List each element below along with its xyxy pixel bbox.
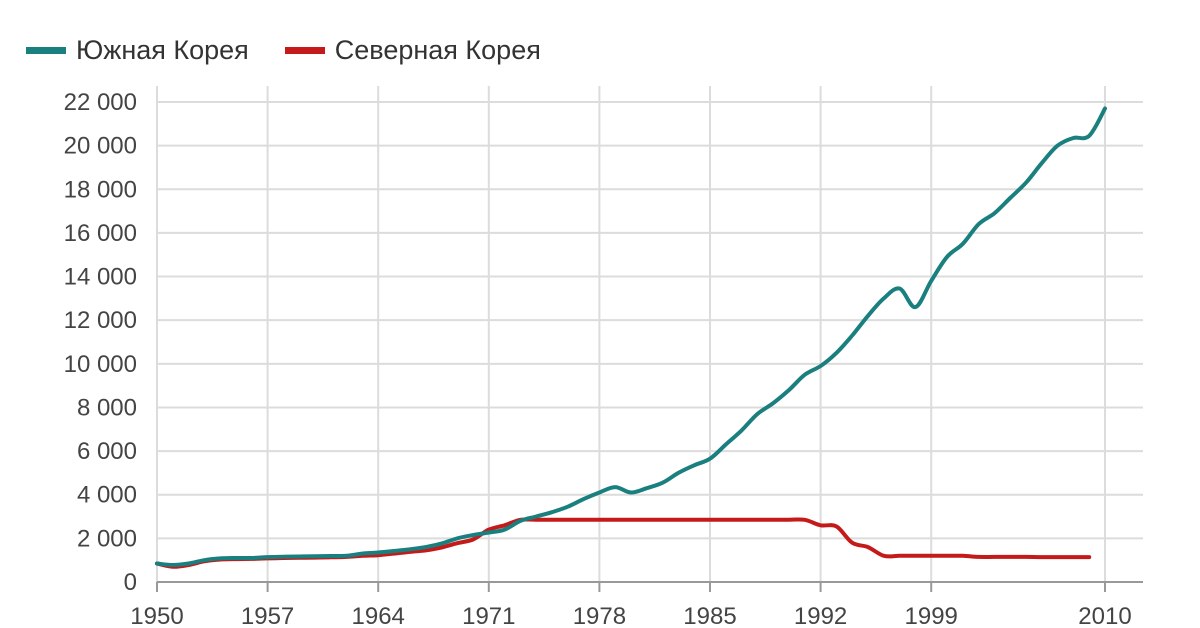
legend-swatch-south-korea bbox=[26, 46, 66, 54]
y-tick-label: 12 000 bbox=[64, 307, 137, 334]
x-tick-label: 1971 bbox=[462, 603, 515, 628]
x-tick-label: 1992 bbox=[794, 603, 847, 628]
y-tick-label: 4 000 bbox=[77, 482, 137, 509]
series-line-north-korea bbox=[155, 517, 1092, 569]
y-tick-label: 22 000 bbox=[64, 89, 137, 116]
legend-label-south-korea: Южная Корея bbox=[76, 34, 249, 65]
x-tick-label: 1999 bbox=[905, 603, 958, 628]
x-tick-label: 1978 bbox=[573, 603, 626, 628]
y-tick-label: 18 000 bbox=[64, 176, 137, 203]
legend-label-north-korea: Северная Корея bbox=[334, 34, 541, 65]
x-tick-label: 1964 bbox=[352, 603, 405, 628]
y-tick-label: 8 000 bbox=[77, 394, 137, 421]
grid bbox=[156, 86, 1143, 582]
y-tick-label: 20 000 bbox=[64, 133, 137, 160]
x-tick-label: 1950 bbox=[130, 603, 183, 628]
legend-item-south-korea[interactable]: Южная Корея bbox=[26, 35, 249, 66]
y-tick-label: 2 000 bbox=[77, 525, 137, 552]
y-tick-label: 6 000 bbox=[77, 438, 137, 465]
series-lines bbox=[155, 106, 1107, 569]
x-tick-label: 1985 bbox=[683, 603, 736, 628]
x-tick-label: 1957 bbox=[241, 603, 294, 628]
legend-swatch-north-korea bbox=[284, 46, 325, 54]
y-tick-label: 0 bbox=[124, 569, 137, 596]
y-tick-label: 16 000 bbox=[64, 220, 137, 247]
y-tick-label: 14 000 bbox=[64, 264, 137, 291]
y-tick-label: 10 000 bbox=[64, 351, 137, 378]
legend: Южная Корея Северная Корея bbox=[26, 32, 541, 68]
legend-item-north-korea[interactable]: Северная Корея bbox=[284, 34, 541, 66]
x-tick-label: 2010 bbox=[1078, 603, 1131, 628]
series-line-south-korea bbox=[155, 106, 1107, 567]
axes: 0 2 000 4 000 6 000 8 000 10 000 12 000 14 000 1… bbox=[64, 89, 1143, 628]
